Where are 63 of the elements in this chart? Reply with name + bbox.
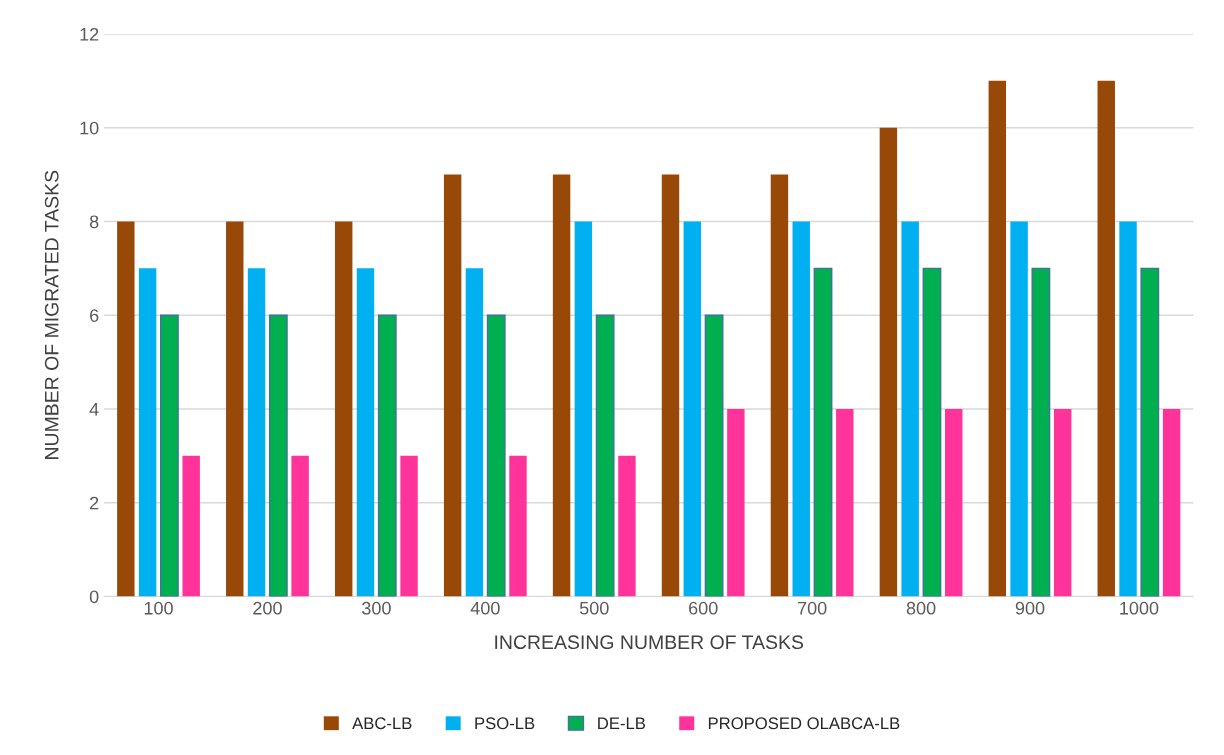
bar (792, 221, 810, 597)
bar (704, 314, 724, 597)
x-tick-label: 900 (1015, 601, 1045, 615)
x-tick-label: 300 (362, 601, 391, 615)
y-tick-label: 2 (90, 496, 99, 510)
x-tick-label: 600 (689, 601, 718, 615)
bar (377, 314, 397, 597)
bar (574, 221, 593, 597)
bar (356, 268, 375, 597)
bar (1010, 221, 1028, 597)
bar (945, 408, 963, 597)
x-tick-label: 1000 (1120, 601, 1159, 615)
bar (138, 268, 157, 597)
y-tick-label: 12 (80, 27, 99, 41)
x-tick-label: 500 (579, 601, 609, 615)
bar (879, 127, 898, 597)
x-axis-title: INCREASING NUMBER OF TASKS (495, 635, 804, 650)
x-tick-label: 700 (797, 601, 827, 615)
y-tick-label: 0 (89, 590, 99, 604)
legend-label: PROPOSED OLABCA-LB (708, 717, 900, 730)
x-tick-label: 400 (470, 601, 500, 615)
bar (836, 408, 854, 597)
bar (813, 267, 833, 597)
bar (988, 80, 1007, 597)
y-tick-label: 4 (89, 403, 99, 416)
bar (595, 314, 615, 597)
legend-label: PSO-LB (475, 717, 535, 730)
bar (159, 314, 179, 597)
bar (443, 174, 462, 597)
y-axis-title: NUMBER OF MIGRATED TASKS (44, 170, 59, 459)
bar (182, 455, 200, 597)
legend-label: ABC-LB (352, 717, 412, 730)
x-tick-label: 100 (144, 601, 173, 615)
bar (465, 268, 484, 597)
y-tick-label: 6 (90, 309, 99, 322)
bar (727, 408, 745, 597)
bar (268, 314, 288, 597)
bar (486, 314, 506, 597)
bar (552, 174, 571, 597)
bar (291, 455, 309, 597)
x-tick-label: 800 (906, 601, 936, 615)
bar (1097, 80, 1115, 597)
bar (770, 174, 789, 597)
bar (400, 455, 418, 597)
bar (1031, 267, 1051, 597)
bar (117, 221, 135, 597)
bar (683, 221, 702, 597)
legend-label: DE-LB (598, 717, 646, 729)
y-tick-label: 8 (89, 215, 99, 229)
bar (226, 221, 244, 597)
bar (661, 174, 680, 597)
bar (1053, 408, 1072, 597)
x-tick-label: 200 (253, 601, 282, 615)
bar (1162, 408, 1181, 597)
y-tick-label: 10 (80, 121, 99, 135)
bar (922, 267, 942, 597)
bar (1140, 267, 1160, 597)
bar (334, 221, 353, 597)
bar (901, 221, 919, 597)
bar (247, 268, 266, 597)
bar (1119, 221, 1137, 597)
bar (509, 455, 527, 597)
bar (618, 455, 636, 597)
